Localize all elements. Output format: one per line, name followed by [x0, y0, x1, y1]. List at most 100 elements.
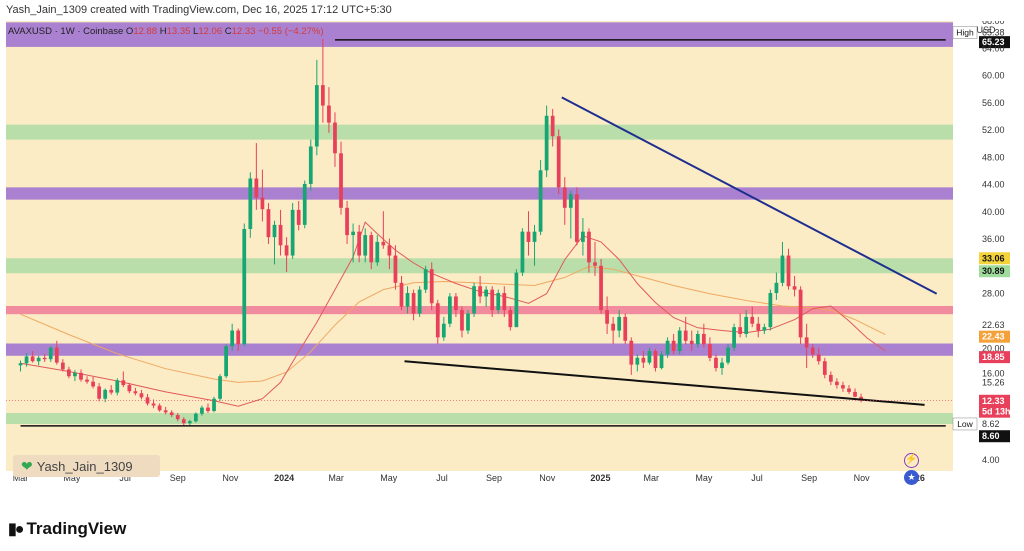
candle-body	[695, 333, 700, 345]
candle-body	[635, 357, 640, 365]
candle-body	[587, 231, 591, 263]
candle-body	[841, 385, 845, 389]
candle-body	[599, 265, 603, 311]
time-tick-label: 2024	[274, 473, 294, 483]
candle-body	[568, 194, 573, 208]
candle-body	[345, 207, 349, 236]
close-value: 12.33	[231, 26, 256, 37]
candle-body	[218, 376, 222, 399]
candle-body	[212, 398, 216, 411]
candle-body	[333, 122, 337, 154]
candle-body	[466, 313, 470, 331]
price-tick-label: 64.00	[982, 43, 1005, 53]
time-tick-label: May	[695, 473, 713, 483]
candle-body	[36, 357, 41, 362]
symbol-legend[interactable]: AVAXUSD · 1W · Coinbase O12.88 H13.35 L1…	[8, 26, 324, 37]
candle-body	[139, 393, 144, 398]
candle-body	[550, 115, 555, 137]
candle-body	[157, 405, 162, 411]
zone-green-6	[6, 413, 953, 424]
author-name: Yash_Jain_1309	[36, 458, 133, 474]
price-tag-box	[979, 430, 1010, 443]
price-tick-label: 4.00	[982, 455, 1000, 465]
price-tag-label: 12.33	[982, 396, 1005, 406]
candle-body	[472, 286, 476, 314]
us-flag-icon[interactable]: ★	[904, 470, 919, 485]
candle-body	[532, 231, 537, 242]
candle-body	[387, 245, 392, 256]
price-tick-label: 60.00	[982, 71, 1005, 81]
candle-body	[732, 327, 736, 348]
candle-body	[701, 333, 706, 345]
creator-caption: Yash_Jain_1309 created with TradingView.…	[6, 4, 392, 16]
time-tick-label: Nov	[222, 473, 239, 483]
time-axis-background	[6, 471, 953, 492]
price-marker-label: High	[956, 28, 974, 38]
candle-body	[726, 347, 730, 363]
candle-body	[91, 381, 95, 387]
candle-body	[302, 183, 307, 225]
candle-body	[254, 178, 259, 198]
line-descending-support	[404, 360, 925, 406]
price-tick-label: 68.00	[982, 21, 1005, 26]
price-tag-label: 18.85	[982, 352, 1005, 362]
candle-body	[194, 413, 198, 422]
candle-body	[617, 316, 622, 331]
close-label: C	[224, 26, 232, 37]
candle-body	[708, 344, 712, 358]
ema-long-line	[20, 265, 886, 383]
candle-body	[454, 296, 458, 311]
candle-body	[683, 330, 688, 341]
candle-body	[200, 407, 204, 414]
candle-body	[435, 303, 440, 338]
candle-body	[79, 372, 83, 380]
zone-green-1	[6, 124, 953, 140]
candle-body	[242, 228, 247, 345]
price-tick-label: 8.62	[982, 419, 1000, 429]
tradingview-logo[interactable]: ▮● TradingView	[8, 519, 126, 539]
candle-body	[321, 85, 325, 106]
candle-body	[423, 269, 428, 290]
price-tick-label: 40.00	[982, 207, 1005, 217]
time-tick-label: Sep	[170, 473, 186, 483]
zone-purple-2	[6, 187, 953, 200]
brand-name: TradingView	[26, 519, 127, 538]
candle-body	[714, 357, 718, 369]
candle-body	[73, 372, 77, 377]
candle-body	[484, 289, 489, 297]
candle-body	[339, 153, 343, 208]
candle-body	[496, 293, 501, 311]
tradingview-mark-icon: ▮●	[8, 521, 25, 538]
candle-body	[369, 235, 374, 263]
candle-body	[405, 293, 410, 307]
lightning-icon[interactable]: ⚡	[904, 453, 919, 468]
price-tick-label: 48.00	[982, 152, 1005, 162]
change-value: −0.55 (−4.27%)	[258, 26, 324, 37]
price-marker-label: Low	[957, 419, 973, 429]
author-watermark: ❤ Yash_Jain_1309	[13, 455, 160, 477]
price-tag-label: 65.23	[982, 37, 1005, 47]
candle-body	[18, 363, 23, 366]
candle-body	[447, 296, 452, 324]
candle-body	[490, 289, 495, 311]
candle-body	[357, 231, 362, 256]
candle-body	[54, 347, 59, 363]
candle-body	[562, 187, 567, 208]
heart-icon: ❤	[21, 457, 33, 474]
candle-body	[115, 380, 120, 393]
candle-body	[42, 357, 47, 360]
candle-body	[308, 146, 313, 184]
candle-body	[375, 241, 380, 263]
price-tick-label: 20.00	[982, 343, 1005, 353]
price-tick-label: 44.00	[982, 180, 1005, 190]
candle-body	[236, 330, 241, 345]
price-tag-box	[979, 405, 1010, 418]
open-value: 12.88	[133, 26, 158, 37]
candle-body	[720, 362, 724, 369]
candle-body	[810, 347, 815, 355]
candle-body	[605, 310, 609, 324]
candle-body	[266, 209, 271, 238]
candle-body	[121, 380, 126, 386]
